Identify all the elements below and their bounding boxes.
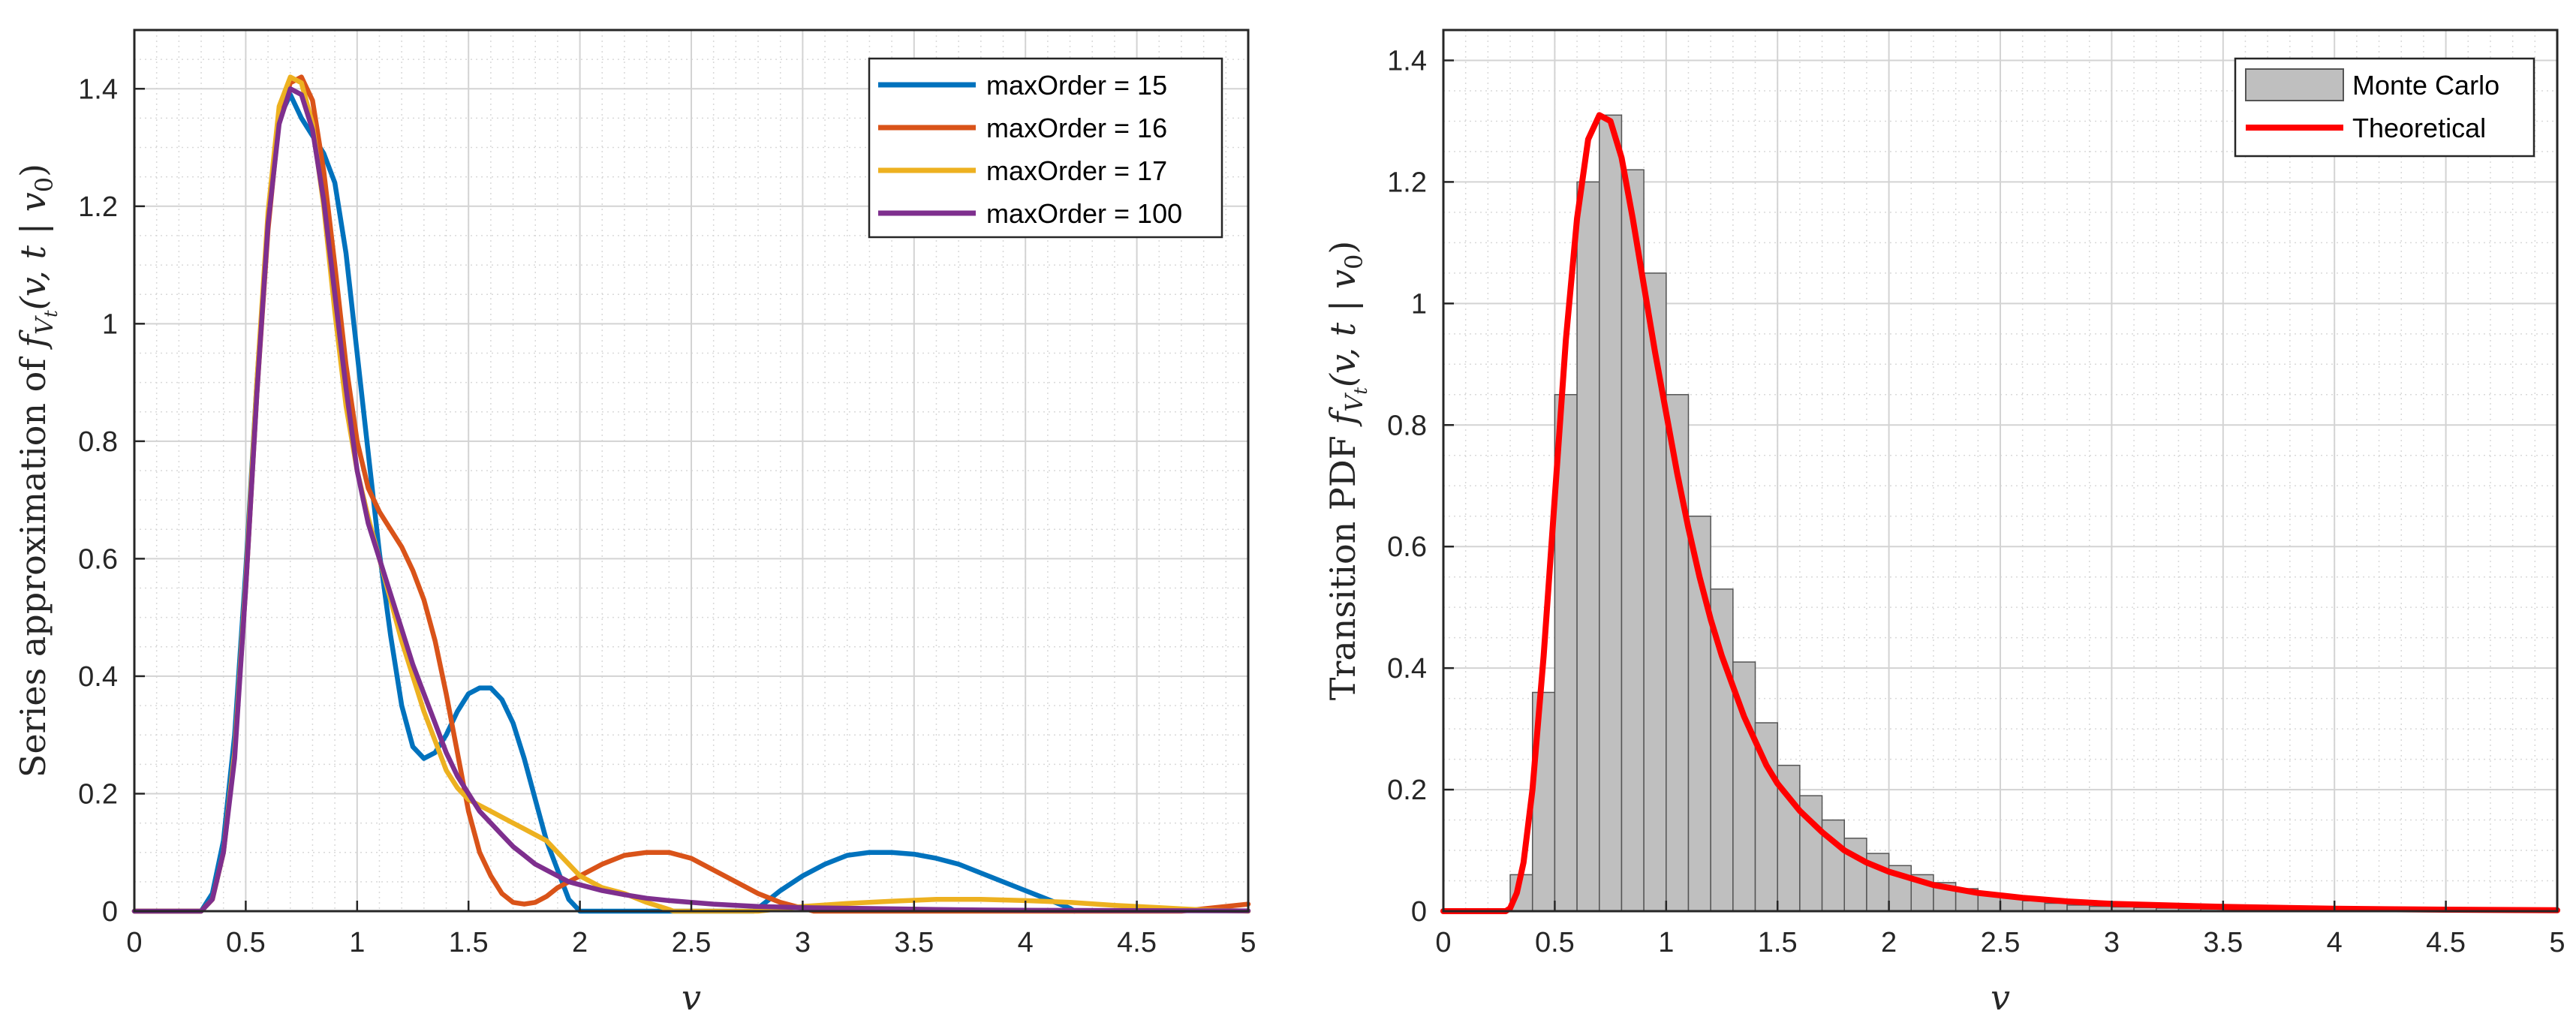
legend-label-maxorder-15: maxOrder = 15: [986, 70, 1167, 101]
histogram-bar: [1599, 114, 1623, 912]
x-tick-label: 4: [2327, 927, 2343, 958]
right-y-label-subsub: t: [1350, 387, 1371, 395]
histogram-bar: [1710, 588, 1734, 912]
y-tick-label: 0.8: [78, 426, 118, 458]
y-tick-label: 0.2: [78, 778, 118, 810]
x-tick-label: 3: [795, 927, 811, 958]
right-ticks: 0 0.5 1 1.5 2 2.5 3 3.5 4 4.5 5 0 0.2 0.4 0.6 0.8 1 1.2 1.…: [1387, 45, 2565, 958]
left-y-label-sub: V: [30, 315, 59, 335]
x-tick-label: 4: [1018, 927, 1034, 958]
right-y-axis-label: Transition PDF fVt(v, t | v0): [1323, 241, 1371, 701]
x-tick-label: 2.5: [1981, 927, 2021, 958]
x-tick-label: 2.5: [672, 927, 712, 958]
right-series-group: [1440, 112, 2560, 914]
legend-label-maxorder-16: maxOrder = 16: [986, 113, 1167, 143]
y-tick-label: 1.2: [78, 191, 118, 223]
left-legend-box: [868, 57, 1223, 239]
x-tick-label: 0.5: [1535, 927, 1575, 958]
right-y-label-prefix: Transition PDF: [1323, 425, 1363, 701]
x-tick-label: 0: [1435, 927, 1451, 958]
right-chart: 0 0.5 1 1.5 2 2.5 3 3.5 4 4.5 5 0 0.2 0.4 0.6 0.8 1 1.2 1.…: [1323, 29, 2565, 1018]
legend-label-maxorder-17: maxOrder = 17: [986, 155, 1167, 186]
x-tick-label: 3: [2104, 927, 2120, 958]
left-y-label-subsub: t: [41, 310, 62, 317]
x-tick-label: 5: [2549, 927, 2565, 958]
y-tick-label: 1.4: [1387, 45, 1427, 77]
left-x-axis-label: v: [682, 977, 701, 1018]
y-tick-label: 0.4: [78, 661, 118, 693]
legend-label-theoretical: Theoretical: [2352, 113, 2486, 143]
y-tick-label: 0.4: [1387, 653, 1427, 685]
histogram-bar: [1621, 169, 1645, 912]
left-y-label-args-sub: 0: [30, 177, 59, 192]
right-y-label-sub: V: [1340, 393, 1368, 412]
right-legend: Monte Carlo Theoretical: [2234, 57, 2535, 158]
series-line-theoretical: [1440, 112, 2560, 914]
left-legend: maxOrder = 15 maxOrder = 16 maxOrder = 1…: [868, 57, 1223, 239]
histogram-bar: [1799, 795, 1823, 912]
x-tick-label: 5: [1240, 927, 1256, 958]
y-tick-label: 0: [102, 896, 118, 928]
x-tick-label: 2: [1881, 927, 1897, 958]
histogram-bar: [2021, 900, 2046, 912]
left-ticks: 0 0.5 1 1.5 2 2.5 3 3.5 4 4.5 5 0 0.2 0.4 0.6 0.8 1 1.2 1.…: [78, 74, 1256, 958]
histogram-bar: [1643, 272, 1667, 912]
right-x-axis-label: v: [1991, 977, 2010, 1018]
x-tick-label: 4.5: [2426, 927, 2466, 958]
x-tick-label: 1.5: [1758, 927, 1798, 958]
series-line-maxorder-17: [131, 74, 1251, 914]
left-series-group: [131, 74, 1251, 914]
left-y-label-prefix: Series approximation of: [13, 348, 53, 778]
x-tick-label: 3.5: [2203, 927, 2243, 958]
legend-label-monte-carlo: Monte Carlo: [2352, 70, 2499, 101]
left-y-label-args-end: ): [13, 164, 53, 177]
left-chart: 0 0.5 1 1.5 2 2.5 3 3.5 4 4.5 5 0 0.2 0.4 0.6 0.8 1 1.2 1.…: [13, 29, 1256, 1018]
right-y-label-args: (v, t | v: [1323, 269, 1363, 387]
y-tick-label: 1: [1411, 288, 1427, 320]
y-tick-label: 0.6: [1387, 531, 1427, 563]
y-tick-label: 0.6: [78, 543, 118, 575]
x-tick-label: 0.5: [226, 927, 266, 958]
histogram-bar: [2044, 902, 2068, 912]
legend-label-maxorder-100: maxOrder = 100: [986, 198, 1182, 229]
y-tick-label: 0.8: [1387, 410, 1427, 441]
x-tick-label: 1.5: [449, 927, 489, 958]
histogram-bar: [1576, 181, 1600, 912]
y-tick-label: 1.2: [1387, 167, 1427, 198]
y-tick-label: 0.2: [1387, 775, 1427, 806]
x-tick-label: 2: [572, 927, 588, 958]
x-tick-label: 0: [126, 927, 142, 958]
left-y-axis-label: Series approximation of fVt(v, t | v0): [13, 164, 62, 778]
series-line-maxorder-100: [131, 86, 1251, 914]
x-tick-label: 3.5: [894, 927, 934, 958]
x-tick-label: 1: [1658, 927, 1674, 958]
right-y-label-args-end: ): [1323, 241, 1363, 254]
left-y-label-args: (v, t | v: [13, 192, 53, 310]
right-y-label-args-sub: 0: [1340, 254, 1368, 269]
legend-patch-monte-carlo: [2245, 68, 2344, 101]
y-tick-label: 0: [1411, 896, 1427, 928]
y-tick-label: 1.4: [78, 74, 118, 105]
y-tick-label: 1: [102, 308, 118, 340]
x-tick-label: 4.5: [1117, 927, 1157, 958]
x-tick-label: 1: [349, 927, 365, 958]
